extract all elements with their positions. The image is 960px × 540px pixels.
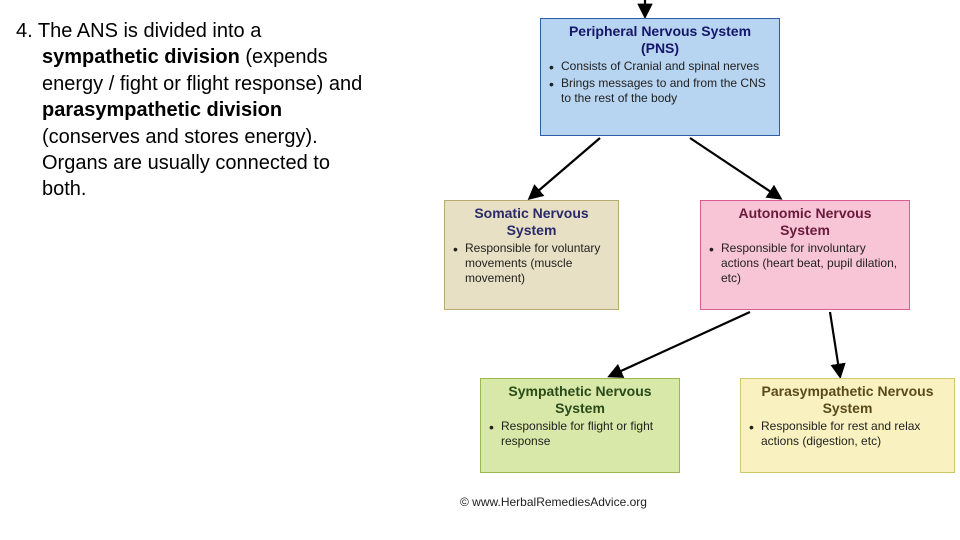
nervous-system-diagram: Peripheral Nervous System (PNS) Consists…	[420, 0, 960, 540]
node-ans-title-line1: Autonomic Nervous	[738, 205, 871, 221]
bold-sympathetic: sympathetic division	[42, 46, 240, 68]
node-ans-bullet: Responsible for involuntary actions (hea…	[707, 241, 903, 286]
node-sns-title-line2: System	[507, 222, 557, 238]
bold-parasympathetic: parasympathetic division	[42, 99, 282, 121]
node-parasymp-bullets: Responsible for rest and relax actions (…	[747, 419, 948, 449]
node-pns-bullet: Consists of Cranial and spinal nerves	[547, 59, 773, 74]
node-parasymp: Parasympathetic Nervous System Responsib…	[740, 378, 955, 473]
node-ans-title: Autonomic Nervous System	[707, 205, 903, 239]
node-ans: Autonomic Nervous System Responsible for…	[700, 200, 910, 310]
text-part1: The ANS is divided into a	[33, 20, 262, 42]
node-parasymp-title-line2: System	[823, 400, 873, 416]
node-ans-bullets: Responsible for involuntary actions (hea…	[707, 241, 903, 286]
node-sns-title: Somatic Nervous System	[451, 205, 612, 239]
list-number: 4.	[16, 20, 33, 42]
node-parasymp-title-line1: Parasympathetic Nervous	[762, 383, 934, 399]
node-symp: Sympathetic Nervous System Responsible f…	[480, 378, 680, 473]
node-pns-bullets: Consists of Cranial and spinal nerves Br…	[547, 59, 773, 106]
node-pns-title-line1: Peripheral Nervous System	[569, 23, 751, 39]
node-parasymp-bullet: Responsible for rest and relax actions (…	[747, 419, 948, 449]
node-symp-title-line2: System	[555, 400, 605, 416]
node-sns-bullets: Responsible for voluntary movements (mus…	[451, 241, 612, 286]
node-sns: Somatic Nervous System Responsible for v…	[444, 200, 619, 310]
node-ans-title-line2: System	[780, 222, 830, 238]
node-symp-title-line1: Sympathetic Nervous	[508, 383, 651, 399]
text-part3: (conserves and stores energy). Organs ar…	[42, 126, 330, 201]
node-symp-bullets: Responsible for flight or fight response	[487, 419, 673, 449]
node-pns-title-line2: (PNS)	[641, 40, 679, 56]
node-sns-title-line1: Somatic Nervous	[474, 205, 588, 221]
node-pns: Peripheral Nervous System (PNS) Consists…	[540, 18, 780, 136]
node-pns-title: Peripheral Nervous System (PNS)	[547, 23, 773, 57]
node-pns-bullet: Brings messages to and from the CNS to t…	[547, 76, 773, 106]
slide-text-block: 4. The ANS is divided into a sympathetic…	[16, 18, 376, 203]
node-parasymp-title: Parasympathetic Nervous System	[747, 383, 948, 417]
node-symp-title: Sympathetic Nervous System	[487, 383, 673, 417]
node-symp-bullet: Responsible for flight or fight response	[487, 419, 673, 449]
node-sns-bullet: Responsible for voluntary movements (mus…	[451, 241, 612, 286]
image-credit: © www.HerbalRemediesAdvice.org	[460, 495, 647, 509]
